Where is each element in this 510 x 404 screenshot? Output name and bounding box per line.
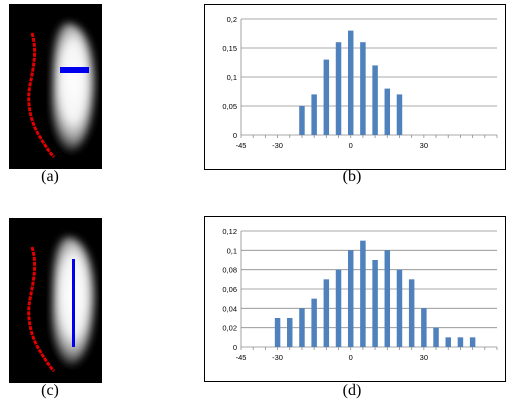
probe-line-c [72, 259, 75, 347]
y-tick-label: 0,2 [227, 15, 237, 24]
probe-line-a [60, 67, 89, 73]
histogram-bar [311, 94, 316, 135]
histogram-bar [458, 337, 463, 347]
y-tick-label: 0,08 [222, 266, 237, 275]
y-tick-label: 0,02 [222, 324, 237, 333]
y-tick-label: 0,04 [222, 304, 237, 313]
image-panel-a [9, 4, 102, 169]
histogram-bar [336, 270, 341, 347]
caption-a: (a) [30, 168, 70, 186]
histogram-bar [324, 60, 329, 135]
x-tick-label: -30 [272, 353, 283, 362]
y-tick-label: 0 [233, 131, 237, 140]
chart-panel-b: 0 0,05 0,1 0,15 0,2 -45 -30 0 30 [204, 4, 506, 170]
histogram-bar [409, 279, 414, 347]
y-tick-label: 0,06 [222, 285, 237, 294]
histogram-bar [421, 308, 426, 347]
caption-c: (c) [30, 382, 70, 400]
histogram-bar [311, 299, 316, 347]
histogram-bar [348, 250, 353, 347]
histogram-bar [397, 270, 402, 347]
x-tick-label: 0 [349, 353, 353, 362]
image-panel-c [9, 218, 102, 383]
x-tick-label: -45 [236, 353, 247, 362]
caption-b: (b) [332, 168, 372, 186]
histogram-bar [385, 89, 390, 135]
histogram-bar [385, 250, 390, 347]
histogram-bar [348, 31, 353, 135]
histogram-bar [275, 318, 280, 347]
histogram-bar [299, 106, 304, 135]
histogram-bar [372, 260, 377, 347]
y-tick-label: 0,1 [227, 246, 237, 255]
histogram-chart-b: 0 0,05 0,1 0,15 0,2 -45 -30 0 30 [205, 5, 505, 169]
y-tick-label: 0,15 [222, 44, 237, 53]
x-tick-label: 0 [349, 141, 353, 150]
histogram-chart-d: 0 0,02 0,04 0,06 0,08 0,1 0,12 -45 -30 0 30 [205, 217, 505, 381]
y-tick-label: 0,05 [222, 102, 237, 111]
histogram-bar [360, 241, 365, 347]
chart-panel-d: 0 0,02 0,04 0,06 0,08 0,1 0,12 -45 -30 0 30 [204, 216, 506, 382]
x-tick-label: 30 [420, 141, 428, 150]
y-tick-label: 0,1 [227, 73, 237, 82]
histogram-bar [397, 94, 402, 135]
histogram-bar [299, 308, 304, 347]
ultrasound-image-a [10, 5, 101, 168]
caption-d: (d) [332, 382, 372, 400]
x-tick-label: 30 [420, 353, 428, 362]
histogram-bar [324, 279, 329, 347]
histogram-bar [360, 42, 365, 135]
histogram-bar [445, 337, 450, 347]
ultrasound-image-c [10, 219, 101, 382]
y-tick-label: 0,12 [222, 227, 237, 236]
y-tick-label: 0 [233, 343, 237, 352]
x-tick-label: -30 [272, 141, 283, 150]
x-tick-label: -45 [236, 141, 247, 150]
histogram-bar [287, 318, 292, 347]
histogram-bar [470, 337, 475, 347]
histogram-bar [433, 328, 438, 347]
histogram-bar [372, 65, 377, 135]
histogram-bar [336, 42, 341, 135]
